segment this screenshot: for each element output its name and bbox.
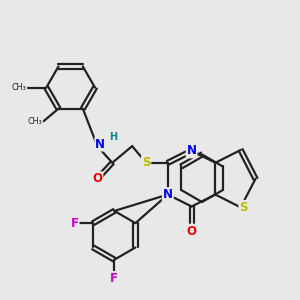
Text: F: F (110, 272, 118, 285)
Text: CH₃: CH₃ (12, 83, 26, 92)
Text: O: O (92, 172, 102, 185)
Text: F: F (70, 217, 79, 230)
Text: S: S (239, 201, 248, 214)
Text: N: N (95, 138, 105, 151)
Text: CH₃: CH₃ (27, 117, 42, 126)
Text: N: N (163, 188, 173, 201)
Text: N: N (187, 144, 196, 158)
Text: H: H (109, 132, 117, 142)
Text: S: S (142, 156, 150, 169)
Text: O: O (187, 225, 196, 238)
